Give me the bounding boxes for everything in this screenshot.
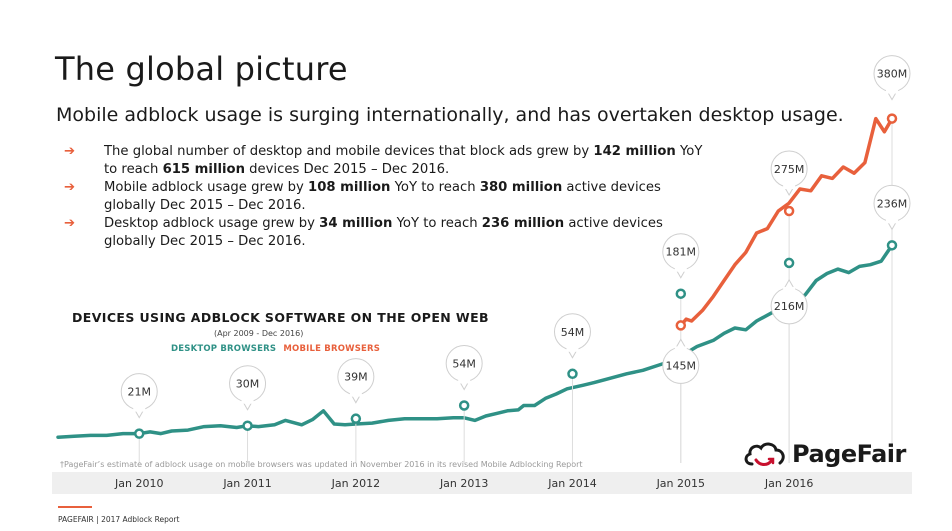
bullet-list: ➔ The global number of desktop and mobil… bbox=[64, 143, 704, 251]
footer-accent-line bbox=[58, 506, 92, 508]
annotation-pin-joint bbox=[566, 346, 579, 352]
data-point-marker bbox=[133, 428, 145, 439]
annotation-pin-joint bbox=[241, 398, 254, 404]
annotation-pin-joint bbox=[349, 391, 362, 397]
arrow-right-icon: ➔ bbox=[64, 216, 76, 231]
chart-legend: DESKTOP BROWSERS MOBILE BROWSERS bbox=[171, 344, 380, 354]
annotation-label: 236M bbox=[877, 197, 908, 210]
data-point-marker bbox=[675, 288, 687, 299]
page-title: The global picture bbox=[55, 50, 348, 88]
annotation-pin-joint bbox=[674, 266, 687, 272]
data-point-marker bbox=[242, 420, 253, 431]
chart-subtitle: (Apr 2009 - Dec 2016) bbox=[214, 329, 304, 338]
annotation-label: 54M bbox=[452, 357, 476, 370]
annotation-pin-joint bbox=[133, 406, 146, 412]
cloud-logo-icon bbox=[744, 442, 785, 466]
annotation-label: 216M bbox=[774, 300, 805, 313]
annotation-pin-joint bbox=[886, 88, 898, 94]
annotation-pin-joint bbox=[886, 218, 898, 224]
annotation-pin-joint bbox=[458, 378, 471, 384]
legend-mobile: MOBILE BROWSERS bbox=[283, 344, 381, 354]
bullet-item: ➔ The global number of desktop and mobil… bbox=[64, 144, 703, 177]
data-point-marker bbox=[675, 320, 687, 331]
x-tick-label: Jan 2010 bbox=[114, 477, 163, 490]
annotation-label: 21M bbox=[127, 386, 151, 399]
x-tick-label: Jan 2014 bbox=[547, 477, 596, 490]
x-tick-label: Jan 2015 bbox=[656, 477, 705, 490]
footnote: †PageFair’s estimate of adblock usage on… bbox=[60, 460, 583, 469]
x-tick-label: Jan 2012 bbox=[331, 477, 380, 490]
annotation-pin-joint bbox=[783, 286, 796, 292]
annotation-label: 30M bbox=[236, 378, 260, 391]
logo-text: PageFair bbox=[792, 440, 906, 468]
series-line-desktop bbox=[56, 243, 894, 439]
footer-text: PAGEFAIR | 2017 Adblock Report bbox=[58, 515, 180, 524]
annotation-label: 145M bbox=[666, 359, 697, 372]
legend-desktop: DESKTOP BROWSERS bbox=[171, 344, 277, 354]
annotation-pin-joint bbox=[783, 184, 796, 189]
x-axis-band bbox=[52, 472, 912, 494]
data-point-marker bbox=[886, 113, 898, 124]
x-tick-label: Jan 2011 bbox=[222, 477, 271, 490]
annotation-label: 54M bbox=[561, 326, 585, 339]
data-point-marker bbox=[783, 205, 795, 217]
bullet-item: ➔ Desktop adblock usage grew by 34 milli… bbox=[64, 216, 663, 249]
chart-title: DEVICES USING ADBLOCK SOFTWARE ON THE OP… bbox=[72, 310, 489, 325]
arrow-right-icon: ➔ bbox=[64, 144, 76, 159]
data-point-marker bbox=[783, 257, 795, 269]
arrow-right-icon: ➔ bbox=[64, 180, 76, 195]
series-line-mobile bbox=[679, 116, 894, 328]
data-point-marker bbox=[886, 240, 898, 251]
x-tick-label: Jan 2016 bbox=[764, 477, 813, 490]
annotation-pin-joint bbox=[674, 346, 687, 352]
bullet-item: ➔ Mobile adblock usage grew by 108 milli… bbox=[64, 180, 661, 213]
data-point-marker bbox=[350, 413, 362, 424]
annotation-label: 380M bbox=[877, 68, 908, 81]
annotation-label: 181M bbox=[666, 246, 697, 259]
annotation-label: 275M bbox=[774, 163, 805, 176]
annotation-label: 39M bbox=[344, 371, 368, 384]
data-point-marker bbox=[567, 368, 578, 380]
page-subtitle: Mobile adblock usage is surging internat… bbox=[56, 104, 844, 126]
data-point-marker bbox=[458, 400, 470, 411]
pagefair-logo: PageFair bbox=[742, 436, 906, 472]
x-tick-label: Jan 2013 bbox=[439, 477, 488, 490]
